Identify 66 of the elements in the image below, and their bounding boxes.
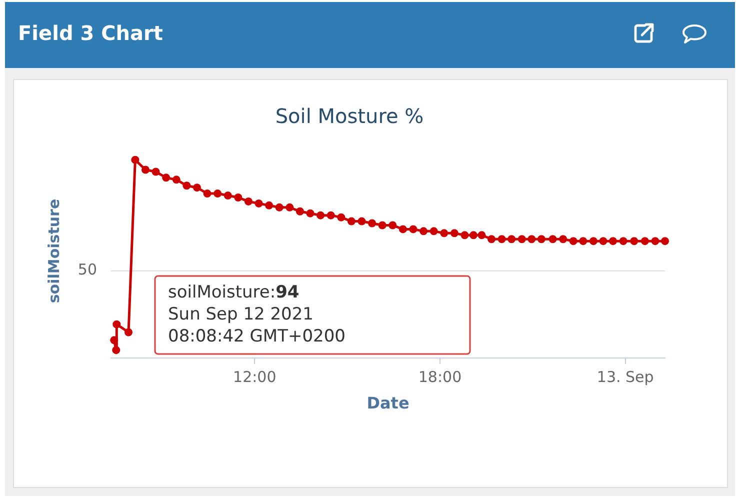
point — [192, 184, 201, 192]
point — [508, 235, 516, 244]
point — [430, 227, 438, 236]
point — [182, 182, 191, 190]
point — [599, 237, 608, 246]
point — [487, 235, 496, 244]
point — [420, 227, 428, 236]
point — [498, 235, 506, 244]
point — [275, 203, 284, 212]
point — [409, 225, 418, 234]
point — [518, 235, 526, 244]
point — [124, 328, 133, 336]
chart-title: Field 3 Chart — [18, 21, 163, 45]
point — [450, 229, 458, 238]
point — [548, 235, 557, 244]
point — [368, 219, 376, 228]
point — [358, 217, 366, 226]
point — [172, 176, 180, 184]
point — [388, 221, 397, 230]
point — [286, 203, 294, 212]
point — [559, 235, 568, 244]
x-axis-title: Date — [366, 394, 410, 413]
point — [254, 199, 263, 208]
point — [440, 229, 448, 238]
point — [630, 237, 638, 246]
point — [141, 166, 150, 174]
point — [569, 237, 578, 246]
point — [224, 192, 232, 200]
point — [347, 217, 356, 226]
point — [661, 237, 669, 246]
annotation: soilMoisture:94 Sun Sep 12 2021 08:08:42 GMT+0200 — [168, 282, 346, 346]
point — [337, 213, 346, 222]
point — [579, 237, 588, 246]
x-tick-label: 12:00 — [233, 368, 276, 386]
point — [265, 201, 274, 210]
point — [469, 231, 478, 240]
text: 50 — [78, 260, 97, 279]
point — [162, 174, 170, 182]
point — [234, 194, 242, 202]
point — [203, 190, 212, 198]
chart-subtitle: Soil Mosture % — [275, 104, 424, 128]
point — [112, 346, 120, 354]
x-tick-label: 18:00 — [418, 368, 462, 386]
point — [537, 235, 546, 244]
point — [460, 231, 469, 240]
point — [112, 320, 121, 328]
x-tick-label: 13. Sep — [596, 368, 654, 386]
point — [651, 237, 660, 246]
point — [589, 237, 598, 246]
point — [244, 197, 252, 206]
point — [619, 237, 628, 246]
point — [214, 190, 222, 198]
point — [131, 156, 140, 164]
point — [316, 211, 325, 220]
y-axis-title: soilMoisture — [44, 198, 63, 304]
point — [478, 231, 486, 240]
point — [640, 237, 649, 246]
point — [609, 237, 617, 246]
point — [296, 207, 304, 216]
point — [306, 209, 314, 218]
point — [110, 336, 118, 344]
point — [378, 221, 386, 230]
point — [528, 235, 536, 244]
point — [152, 168, 160, 176]
point — [326, 211, 335, 220]
point — [398, 225, 407, 234]
